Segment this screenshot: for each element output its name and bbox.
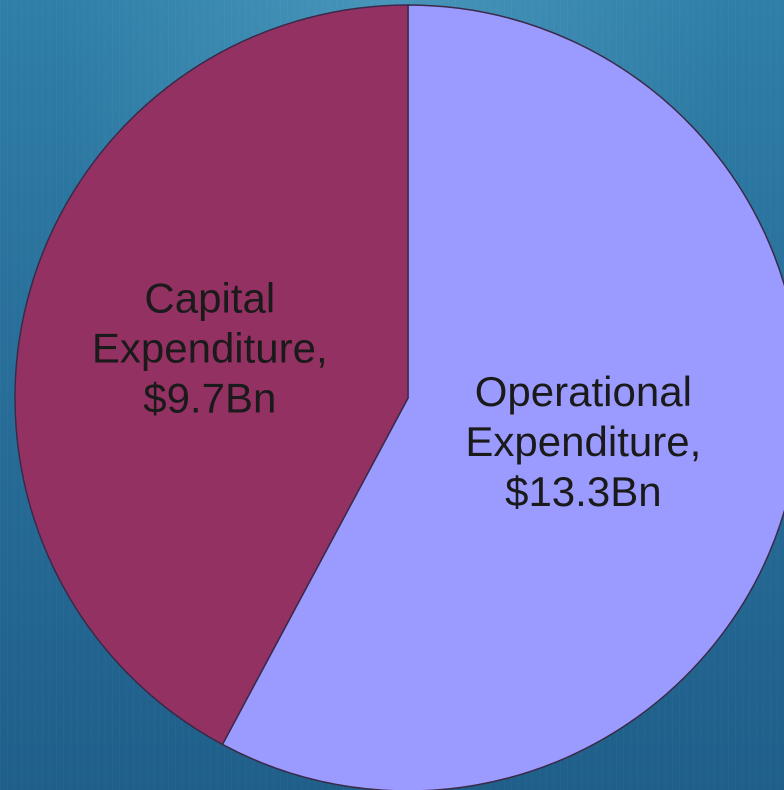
pie-slice-label-operational-expenditure: Operational Expenditure, $13.3Bn: [465, 368, 701, 515]
pie-slice-label-line: $13.3Bn: [505, 468, 661, 515]
pie-slice-capital-expenditure: [14, 4, 409, 746]
pie-slices: [14, 4, 784, 790]
pie-slice-operational-expenditure: [221, 4, 784, 790]
pie-slice-label-line: $9.7Bn: [143, 374, 276, 421]
pie-slice-label-line: Capital: [144, 274, 275, 321]
pie-slice-label-line: Expenditure,: [92, 324, 328, 371]
pie-slice-label-line: Expenditure,: [465, 418, 701, 465]
pie-slice-label-line: Operational: [475, 368, 692, 415]
pie-slice-label-capital-expenditure: Capital Expenditure, $9.7Bn: [92, 274, 328, 421]
